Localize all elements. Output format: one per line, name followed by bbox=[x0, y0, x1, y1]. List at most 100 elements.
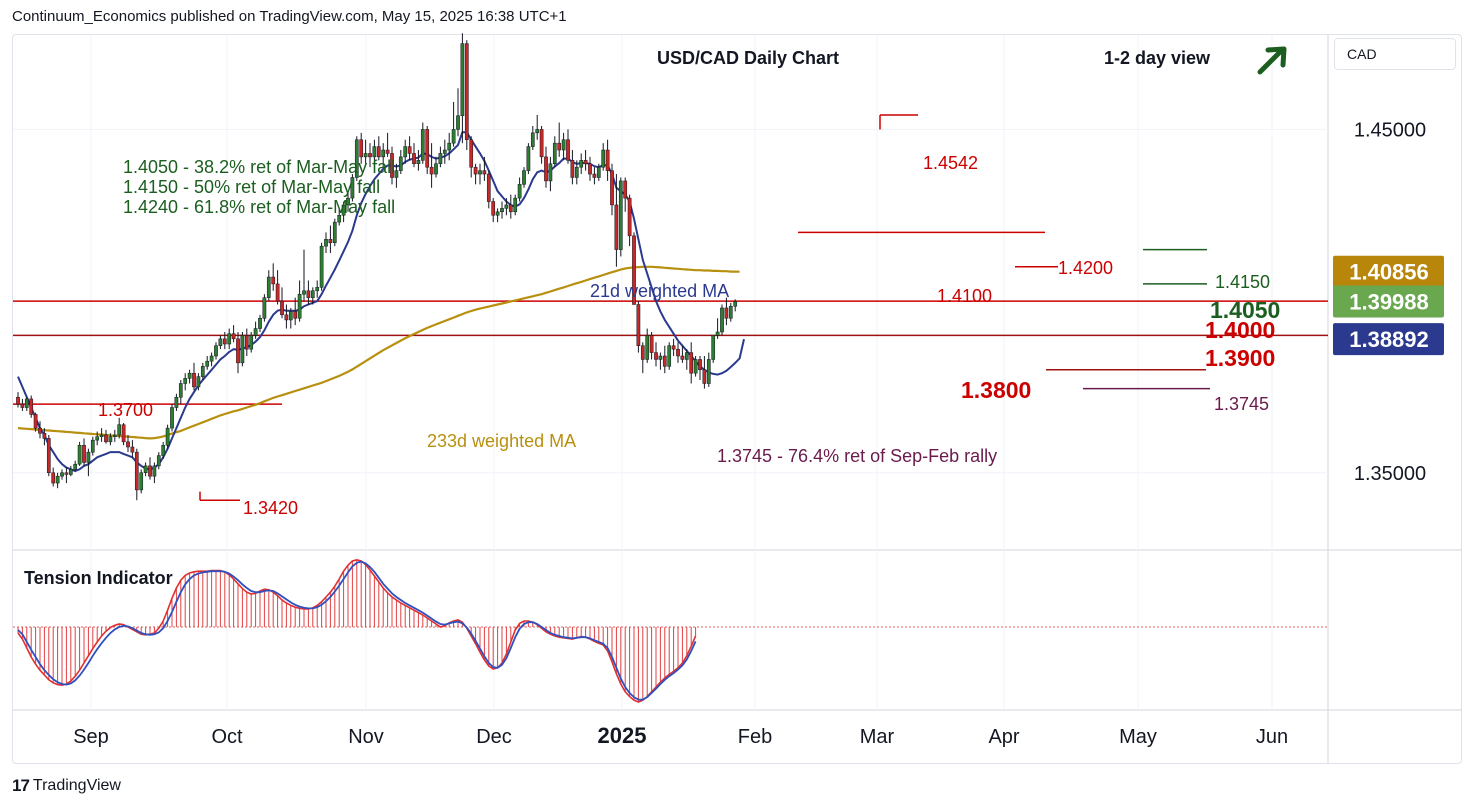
candle-body bbox=[258, 318, 262, 329]
candle-body bbox=[350, 177, 355, 199]
candle bbox=[623, 177, 628, 212]
candle-body bbox=[24, 398, 29, 408]
candle-body bbox=[161, 445, 166, 456]
candle-body bbox=[420, 129, 425, 161]
candle bbox=[148, 457, 152, 480]
candle-body bbox=[583, 160, 588, 164]
candle-body bbox=[495, 211, 500, 216]
candle bbox=[535, 114, 540, 140]
candle-body bbox=[500, 208, 504, 213]
x-tick-label: Oct bbox=[211, 726, 243, 748]
candle-body bbox=[398, 156, 403, 171]
candle bbox=[368, 143, 372, 168]
candle bbox=[702, 356, 707, 389]
candle-body bbox=[544, 156, 548, 182]
candle bbox=[24, 397, 29, 411]
candle bbox=[77, 441, 82, 466]
candle bbox=[20, 398, 25, 411]
candle-body bbox=[486, 173, 491, 202]
candle bbox=[306, 280, 311, 305]
candle bbox=[464, 40, 469, 151]
candle-body bbox=[579, 160, 584, 168]
view-label: 1-2 day view bbox=[1104, 48, 1211, 68]
candle bbox=[447, 132, 452, 161]
x-tick-label: 2025 bbox=[598, 723, 647, 748]
candle bbox=[328, 225, 333, 254]
candle bbox=[504, 198, 509, 216]
candle bbox=[161, 441, 166, 460]
candle bbox=[715, 318, 720, 339]
candle bbox=[354, 136, 359, 181]
price-label-bg-last bbox=[1333, 285, 1444, 318]
candle-body bbox=[332, 221, 337, 243]
candle bbox=[579, 153, 584, 175]
candle-body bbox=[535, 129, 540, 134]
candle-body bbox=[385, 149, 390, 154]
candle-body bbox=[310, 290, 315, 298]
candle-body bbox=[508, 204, 513, 213]
candle-body bbox=[706, 359, 711, 384]
candle-body bbox=[275, 283, 280, 302]
up-right-arrow-icon bbox=[1257, 46, 1287, 75]
candle-body bbox=[196, 376, 201, 388]
candle bbox=[214, 342, 218, 360]
candle-body bbox=[253, 328, 258, 336]
candle-body bbox=[249, 335, 254, 350]
candle-body bbox=[187, 372, 192, 379]
candle bbox=[324, 232, 328, 254]
candle bbox=[680, 345, 685, 363]
level-label-1.3800: 1.3800 bbox=[961, 377, 1031, 403]
candle bbox=[539, 125, 544, 164]
candle bbox=[385, 132, 390, 157]
candle bbox=[654, 342, 658, 367]
candle bbox=[473, 163, 478, 185]
indicator-signal-line bbox=[17, 560, 697, 701]
candle-body bbox=[601, 149, 606, 168]
candle bbox=[601, 143, 606, 171]
candle-body bbox=[262, 297, 267, 319]
candle bbox=[42, 428, 47, 446]
candle-body bbox=[676, 348, 680, 357]
candle-body bbox=[231, 333, 236, 340]
candle-body bbox=[46, 438, 51, 473]
tradingview-footer[interactable]: 17 TradingView bbox=[12, 776, 121, 796]
symbol-box[interactable]: CAD bbox=[1334, 38, 1456, 70]
candle-body bbox=[407, 146, 412, 154]
candle bbox=[174, 393, 179, 411]
candle-body bbox=[33, 414, 38, 429]
candle-body bbox=[434, 163, 438, 175]
candle-body bbox=[363, 153, 368, 158]
candle bbox=[143, 462, 148, 477]
candle bbox=[29, 395, 34, 418]
y-tick-label: 1.45000 bbox=[1354, 119, 1426, 141]
candle-body bbox=[711, 335, 716, 360]
candle-body bbox=[570, 160, 575, 178]
candle-body bbox=[667, 345, 672, 367]
candle-body bbox=[702, 369, 707, 384]
candle bbox=[632, 232, 636, 305]
candle bbox=[112, 429, 117, 442]
candle bbox=[134, 448, 139, 501]
candle-body bbox=[16, 396, 20, 405]
candle bbox=[530, 125, 535, 151]
price-label-bg-ma21 bbox=[1333, 323, 1444, 356]
candle-body bbox=[632, 235, 636, 305]
candle bbox=[33, 412, 38, 432]
candle-body bbox=[504, 204, 509, 209]
candle bbox=[236, 331, 240, 374]
candle bbox=[605, 139, 610, 181]
candle-body bbox=[473, 166, 478, 175]
candle bbox=[574, 160, 579, 185]
candle-body bbox=[403, 146, 408, 158]
candle bbox=[561, 132, 566, 161]
candle-body bbox=[341, 204, 346, 216]
candle bbox=[460, 33, 465, 144]
candle-body bbox=[588, 163, 592, 175]
axes: 1.35000 1.45000 Sep Oct Nov Dec 2025 Feb Mar Apr M… bbox=[73, 119, 1444, 748]
candle-body bbox=[684, 352, 689, 360]
ma21-label: 21d weighted MA bbox=[590, 281, 729, 301]
candle-body bbox=[240, 335, 245, 364]
candle bbox=[645, 328, 650, 363]
candle-body bbox=[464, 43, 469, 140]
